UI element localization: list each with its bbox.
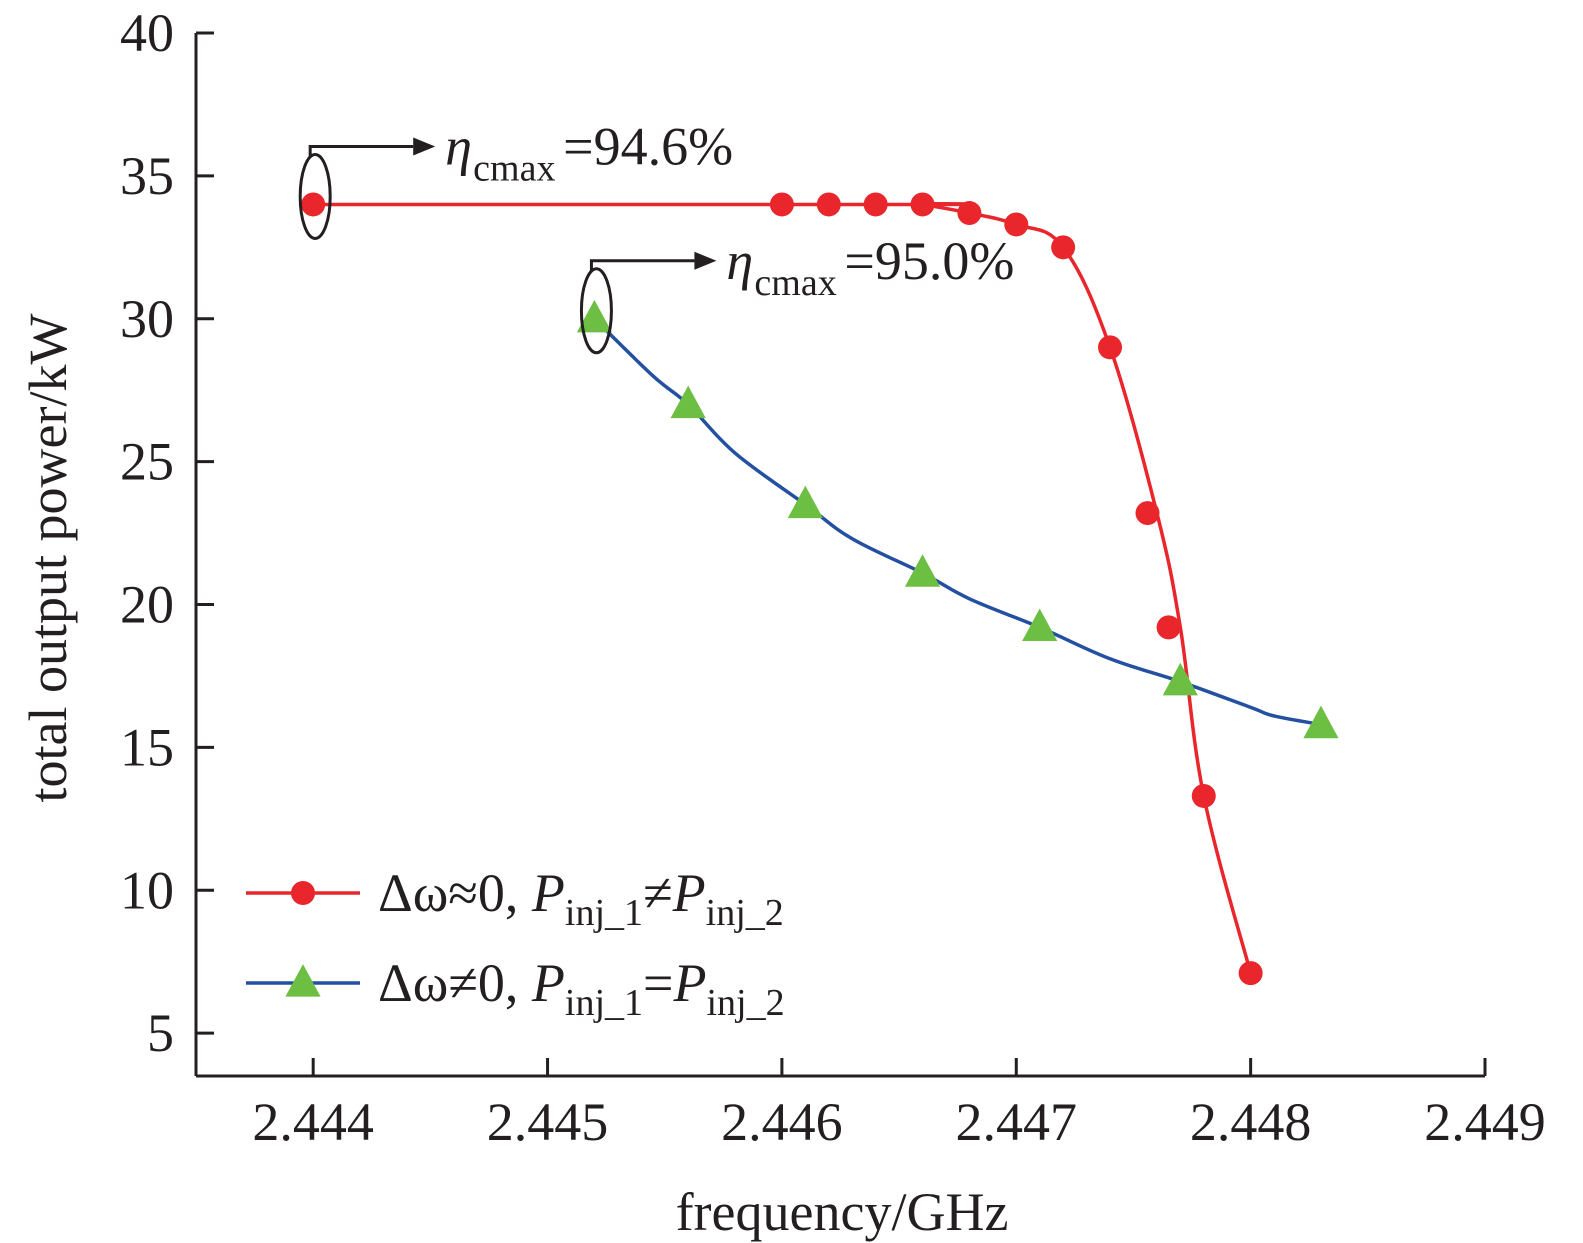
series-lines	[313, 202, 1322, 974]
axes	[194, 33, 1485, 1078]
y-tick-label: 25	[120, 432, 174, 492]
data-point	[787, 485, 823, 519]
legend-marker	[291, 881, 315, 905]
data-point	[957, 201, 982, 226]
annotation-1: η cmax =94.6%	[298, 116, 733, 240]
data-point	[863, 192, 888, 217]
series-markers	[301, 192, 1339, 986]
x-tick-label: 2.449	[1424, 1092, 1546, 1152]
data-point	[910, 192, 935, 217]
annotation-arrowhead	[413, 137, 436, 156]
y-tick-label: 35	[120, 146, 174, 206]
legend-item-1: Δω≈0, Pinj_1≠Pinj_2	[246, 863, 784, 934]
legend: Δω≈0, Pinj_1≠Pinj_2Δω≠0, Pinj_1=Pinj_2	[246, 863, 785, 1024]
legend-op: =	[643, 953, 673, 1013]
data-point	[816, 192, 841, 217]
legend-op: ≠	[643, 863, 673, 923]
annotation-eta: η	[445, 116, 472, 176]
y-tick-label: 5	[147, 1003, 174, 1063]
data-point	[1051, 235, 1076, 260]
data-point	[1135, 501, 1160, 526]
ticks: 2.444 2.445 2.446 2.447 2.448 2.449 5 10 15 20 25 3…	[120, 3, 1546, 1152]
data-point	[904, 554, 941, 587]
data-point	[1022, 608, 1058, 642]
annotation-value: =95.0%	[844, 231, 1014, 291]
annotation-sub: cmax	[754, 262, 836, 304]
y-axis-title: total output power/kW	[18, 314, 78, 803]
x-tick-label: 2.446	[721, 1092, 843, 1152]
data-point	[1191, 783, 1216, 808]
legend-sub1: inj_1	[565, 982, 643, 1024]
legend-label: Δω≠0, Pinj_1=Pinj_2	[378, 953, 785, 1024]
annotation-arrowhead	[694, 251, 717, 270]
data-point	[1004, 212, 1029, 237]
legend-p2: P	[672, 863, 706, 923]
legend-marker	[285, 964, 321, 997]
data-point	[670, 385, 706, 419]
data-point	[1098, 335, 1123, 360]
annotation-arrow-line	[308, 144, 414, 157]
series-line-2	[593, 317, 1322, 727]
legend-sub2: inj_2	[706, 892, 784, 934]
data-point	[1162, 662, 1198, 696]
data-point	[576, 299, 613, 333]
annotation-eta: η	[726, 231, 753, 291]
legend-p2: P	[673, 953, 707, 1013]
y-tick-label: 30	[120, 289, 174, 349]
annotation-ellipse	[298, 152, 332, 240]
x-tick-label: 2.445	[487, 1092, 609, 1152]
data-point	[1238, 961, 1263, 986]
data-point	[301, 192, 326, 217]
legend-sub2: inj_2	[707, 982, 785, 1024]
y-tick-label: 40	[120, 3, 174, 63]
y-tick-label: 20	[120, 575, 174, 635]
legend-label: Δω≈0, Pinj_1≠Pinj_2	[378, 863, 784, 934]
legend-main: Δω≈0,	[378, 863, 532, 923]
annotation-2: η cmax =95.0%	[579, 231, 1014, 355]
data-point	[769, 192, 794, 217]
y-tick-label: 15	[120, 717, 174, 777]
x-tick-label: 2.444	[252, 1092, 374, 1152]
annotation-value: =94.6%	[563, 116, 733, 176]
annotations: η cmax =94.6%η cmax =95.0%	[298, 116, 1014, 355]
data-point	[1156, 615, 1181, 640]
legend-p1: P	[531, 953, 565, 1013]
legend-main: Δω≠0,	[378, 953, 532, 1013]
legend-item-2: Δω≠0, Pinj_1=Pinj_2	[246, 953, 785, 1024]
legend-p1: P	[531, 863, 565, 923]
x-tick-label: 2.447	[956, 1092, 1078, 1152]
y-tick-label: 10	[120, 860, 174, 920]
x-axis-title: frequency/GHz	[676, 1182, 1009, 1242]
annotation-ellipse	[579, 267, 613, 355]
annotation-arrow-line	[589, 259, 695, 271]
data-point	[1303, 705, 1339, 739]
x-tick-label: 2.448	[1190, 1092, 1312, 1152]
legend-sub1: inj_1	[565, 892, 643, 934]
series-line-1	[313, 202, 1253, 974]
annotation-sub: cmax	[473, 147, 555, 189]
